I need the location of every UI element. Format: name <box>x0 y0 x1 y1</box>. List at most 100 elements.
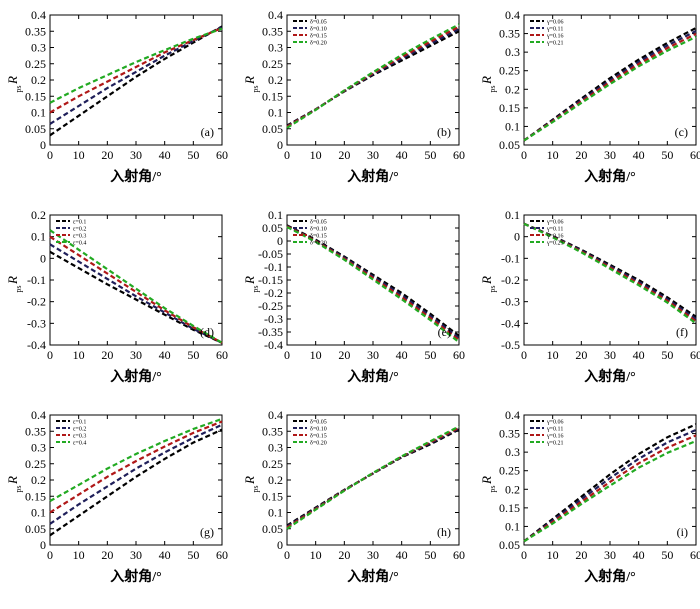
x-tick-label: 0 <box>521 348 527 362</box>
x-tick-label: 60 <box>216 148 228 162</box>
legend-label: ε=0.4 <box>73 441 86 447</box>
panel-label: (g) <box>200 525 214 539</box>
x-tick-label: 10 <box>547 148 559 162</box>
legend-label: ε=0.2 <box>73 427 86 433</box>
y-tick-label: -0.4 <box>27 338 46 352</box>
y-tick-label: 0.05 <box>499 138 520 152</box>
y-tick-label: -0.2 <box>27 295 46 309</box>
x-tick-label: 0 <box>284 548 290 562</box>
legend-label: δ=0.15 <box>310 34 327 40</box>
y-tick-label: 0.05 <box>25 122 46 136</box>
legend-label: γ=0.21 <box>546 441 564 447</box>
y-tick-label: 0.3 <box>268 441 283 455</box>
legend-label: γ=0.11 <box>546 427 563 433</box>
x-tick-label: 10 <box>73 148 85 162</box>
x-tick-label: 50 <box>187 348 199 362</box>
panel-label: (c) <box>675 125 688 139</box>
legend-label: δ=0.05 <box>310 20 327 26</box>
y-tick-label: 0 <box>40 538 46 552</box>
y-tick-label: -0.4 <box>264 338 283 352</box>
y-tick-label: 0 <box>277 538 283 552</box>
x-axis-label: 入射角/° <box>110 568 162 585</box>
chart-panel: 0 10 20 30 40 50 60 -0.4 -0.3 -0.2 -0.1 0 0.1 0.2 ε=0.… <box>5 208 228 385</box>
y-tick-label: -0.4 <box>501 316 520 330</box>
y-tick-label: 0.1 <box>268 208 283 222</box>
y-tick-label: 0.15 <box>262 89 283 103</box>
x-axis-label: 入射角/° <box>584 368 636 385</box>
x-tick-label: 0 <box>47 548 53 562</box>
series-line <box>286 224 460 337</box>
y-tick-label: -0.1 <box>501 251 520 265</box>
x-tick-label: 10 <box>73 548 85 562</box>
series-line <box>523 222 697 320</box>
y-tick-label: 0.35 <box>262 24 283 38</box>
legend-label: δ=0.10 <box>310 427 327 433</box>
y-axis-label: R <box>479 76 494 85</box>
plot-frame <box>49 14 223 146</box>
y-tick-label: -0.2 <box>501 273 520 287</box>
y-tick-label: 0.25 <box>25 57 46 71</box>
legend-label: δ=0.20 <box>310 441 327 447</box>
x-tick-label: 20 <box>575 548 587 562</box>
x-axis-label: 入射角/° <box>110 168 162 185</box>
y-tick-label: 0.05 <box>262 122 283 136</box>
x-tick-label: 10 <box>310 348 322 362</box>
y-tick-label: 0.05 <box>262 522 283 536</box>
x-tick-label: 10 <box>547 548 559 562</box>
y-axis-label: R <box>5 476 20 485</box>
x-axis-label: 入射角/° <box>584 568 636 585</box>
y-tick-label: 0.25 <box>262 57 283 71</box>
x-tick-label: 40 <box>159 348 171 362</box>
y-tick-label: 0.4 <box>505 8 520 22</box>
x-tick-label: 20 <box>338 348 350 362</box>
legend-label: γ=0.06 <box>546 420 564 426</box>
y-tick-label: 0.3 <box>268 41 283 55</box>
x-tick-label: 40 <box>159 548 171 562</box>
y-tick-label: 0.3 <box>31 441 46 455</box>
y-tick-label: 0 <box>514 230 520 244</box>
y-tick-label: -0.3 <box>27 316 46 330</box>
y-tick-label: -0.3 <box>501 295 520 309</box>
series-line <box>49 423 223 525</box>
x-tick-label: 60 <box>690 548 700 562</box>
series-line <box>523 35 697 142</box>
chart-panel: 0 10 20 30 40 50 6000.050.10.150.20.250.30.350… <box>242 408 465 585</box>
x-tick-label: 30 <box>604 148 616 162</box>
x-tick-label: 50 <box>424 348 436 362</box>
x-tick-label: 0 <box>521 148 527 162</box>
x-tick-label: 40 <box>633 348 645 362</box>
series-line <box>523 30 697 142</box>
series-line <box>523 428 697 543</box>
y-tick-label: 0.4 <box>31 408 46 422</box>
panel-label: (i) <box>677 525 688 539</box>
series-line <box>286 23 460 129</box>
legend-label: δ=0.05 <box>310 220 327 226</box>
chart-panel: 0 10 20 30 40 50 60 -0.4-0.35-0.3-0.25-0.2-0.15… <box>242 208 465 385</box>
x-tick-label: 0 <box>284 348 290 362</box>
y-tick-label: 0.15 <box>499 101 520 115</box>
y-axis-label-subscript: ps <box>488 85 497 92</box>
x-tick-label: 60 <box>216 548 228 562</box>
x-tick-label: 20 <box>338 548 350 562</box>
series-line <box>523 222 697 318</box>
x-tick-label: 50 <box>424 148 436 162</box>
y-axis-label-subscript: ps <box>488 285 497 292</box>
series-line <box>286 425 460 530</box>
y-axis-label: R <box>242 476 257 485</box>
x-tick-label: 60 <box>453 348 465 362</box>
y-axis-label: R <box>479 476 494 485</box>
x-tick-label: 40 <box>633 548 645 562</box>
series-line <box>286 225 460 341</box>
legend-label: ε=0.1 <box>73 220 86 226</box>
y-axis-label: R <box>242 276 257 285</box>
x-tick-label: 50 <box>661 548 673 562</box>
x-tick-label: 40 <box>633 148 645 162</box>
y-axis-label-subscript: ps <box>14 485 23 492</box>
x-tick-label: 0 <box>521 548 527 562</box>
x-tick-label: 50 <box>187 148 199 162</box>
y-tick-label: -0.3 <box>264 312 283 326</box>
y-axis-label: R <box>5 276 20 285</box>
legend-label: δ=0.15 <box>310 434 327 440</box>
y-tick-label: 0.2 <box>268 73 283 87</box>
